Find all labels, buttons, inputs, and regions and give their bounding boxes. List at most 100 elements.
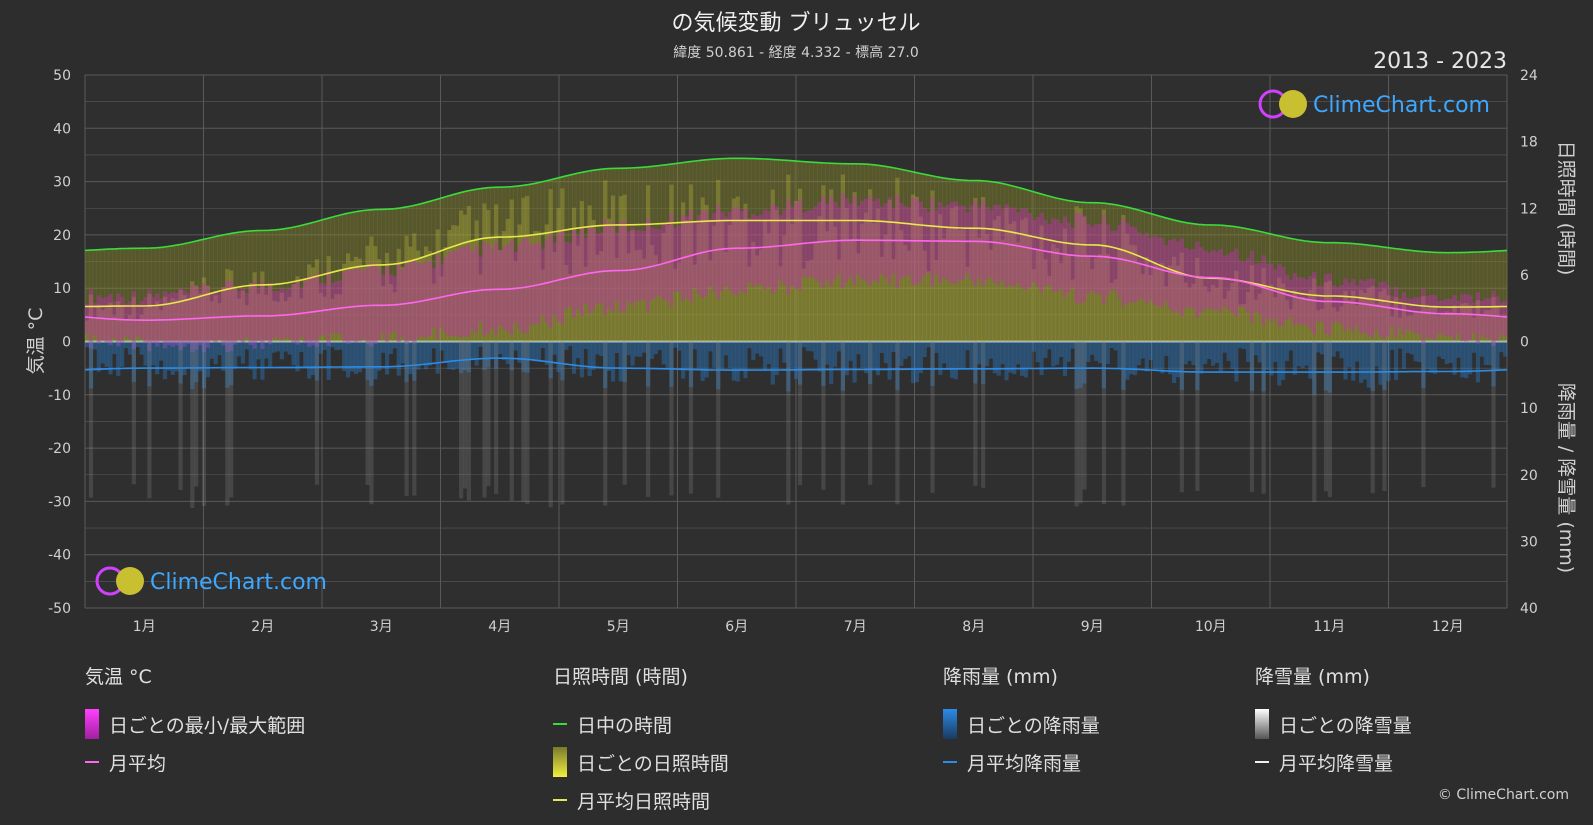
temp-range-bar — [1035, 216, 1040, 287]
daylight-bar — [794, 161, 799, 342]
temp-range-bar — [1382, 281, 1387, 339]
legend-label: 日ごとの最小/最大範囲 — [109, 714, 306, 737]
sunshine-bar — [244, 305, 249, 342]
daylight-bar — [1425, 251, 1430, 342]
daylight-bar — [88, 250, 94, 342]
temp-range-bar — [1351, 278, 1356, 333]
sunshine-bar — [451, 225, 456, 342]
rain-bar — [1164, 341, 1169, 357]
temp-range-bar — [930, 197, 935, 287]
daylight-bar — [649, 166, 655, 342]
sunshine-bar — [108, 302, 113, 342]
left-axis-title: 気温 °C — [25, 308, 47, 375]
rain-bar — [1242, 341, 1247, 350]
snow-bar — [201, 341, 207, 507]
rain-bar — [942, 341, 947, 364]
rain-bar — [1444, 341, 1449, 365]
daylight-bar — [1460, 252, 1465, 342]
rain-bar — [494, 341, 499, 369]
daylight-bar — [396, 208, 401, 342]
rain-bar — [1210, 341, 1216, 366]
rain-bar — [1086, 341, 1091, 362]
sunshine-bar — [1086, 256, 1091, 342]
daylight-bar — [1179, 221, 1184, 342]
daylight-bar — [92, 249, 97, 342]
sunshine-bar — [1210, 284, 1216, 342]
temp-range-bar — [996, 204, 1001, 285]
daylight-bar — [918, 173, 923, 342]
snow-bar — [521, 341, 526, 502]
temp-range-bar — [969, 205, 974, 281]
sunshine-bar — [147, 293, 152, 342]
sunshine-bar — [283, 301, 288, 342]
daylight-bar — [821, 162, 826, 342]
rain-bar — [455, 341, 460, 369]
rain-bar — [1121, 341, 1126, 390]
daylight-bar — [283, 228, 288, 342]
daylight-bar — [1187, 223, 1192, 342]
rain-bar — [708, 341, 713, 352]
rain-bar — [466, 341, 471, 373]
rain-bar — [1058, 341, 1064, 357]
rain-bar — [431, 341, 436, 349]
sunshine-bar — [213, 295, 218, 342]
temp-range-bar — [1421, 289, 1426, 344]
rain-bar — [1425, 341, 1430, 370]
rain-bar — [1308, 341, 1313, 379]
temp-range-bar — [1308, 276, 1313, 330]
daylight-bar — [1448, 252, 1453, 342]
snow-bar — [88, 341, 94, 498]
sunshine-bar — [310, 267, 316, 342]
rain-bar — [1390, 341, 1395, 350]
snow-bar — [560, 341, 565, 505]
daylight-bar — [868, 164, 873, 342]
daylight-bar — [836, 163, 842, 342]
rain-bar — [486, 341, 491, 368]
month-tick-label: 4月 — [488, 619, 511, 635]
sunshine-bar — [1207, 291, 1212, 342]
temp-range-bar — [1374, 287, 1379, 331]
sunshine-bar — [988, 249, 994, 342]
sunshine-bar — [1471, 317, 1477, 342]
sunshine-bar — [100, 309, 105, 342]
temp-range-bar — [295, 280, 300, 345]
daylight-bar — [338, 215, 343, 342]
sunshine-bar — [104, 307, 109, 342]
snow-bar — [548, 341, 553, 508]
sunshine-bar — [883, 235, 888, 342]
snow-bar — [1074, 341, 1079, 507]
rain-bar — [88, 341, 94, 389]
rain-bar — [755, 341, 760, 354]
rain-bar — [1436, 341, 1442, 357]
daylight-bar — [536, 182, 542, 342]
sunshine-bar — [252, 272, 257, 342]
temp-range-bar — [1397, 298, 1403, 328]
rain-bar — [891, 341, 896, 353]
sunshine-bar — [770, 189, 775, 342]
daylight-bar — [1117, 205, 1122, 342]
rain-bar — [899, 341, 904, 366]
daylight-bar — [186, 242, 191, 342]
rain-bar — [883, 341, 888, 364]
sunshine-bar — [930, 190, 935, 342]
sunshine-bar — [1082, 216, 1087, 342]
daylight-bar — [856, 163, 861, 342]
daylight-bar — [766, 159, 771, 342]
daylight-bar — [1008, 185, 1013, 342]
temp-range-bar — [708, 219, 713, 287]
rain-bar — [143, 341, 148, 366]
daylight-bar — [1452, 252, 1457, 342]
rain-bar — [178, 341, 183, 384]
legend-swatch — [553, 723, 567, 725]
temp-range-bar — [1062, 216, 1068, 298]
snow-bar — [190, 341, 195, 509]
sunshine-bar — [626, 253, 631, 342]
daylight-bar — [159, 247, 164, 342]
sunshine-bar — [1171, 256, 1177, 342]
temp-range-bar — [307, 275, 312, 347]
right-top-axis-title: 日照時間 (時間) — [1555, 141, 1577, 276]
sunshine-bar — [864, 212, 869, 342]
rain-bar — [135, 341, 140, 348]
sunshine-bar — [1253, 299, 1258, 342]
sunshine-bar — [1039, 225, 1044, 342]
